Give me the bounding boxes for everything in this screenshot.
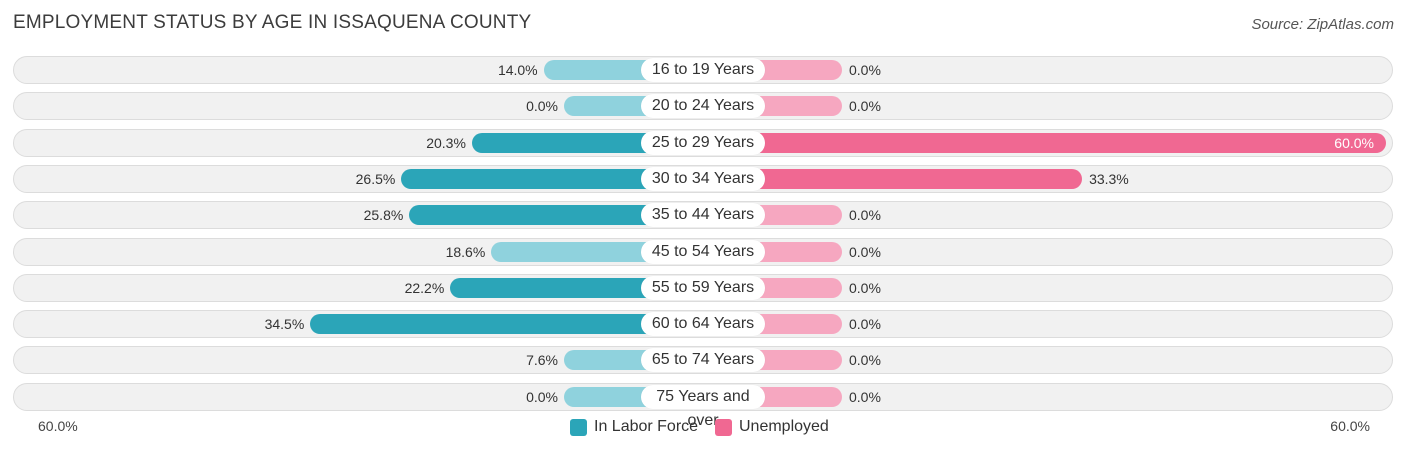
bar-unemployed[interactable] <box>703 133 1386 153</box>
bar-labor-force[interactable] <box>310 314 703 334</box>
bar-labor-force[interactable] <box>450 278 703 298</box>
value-label-labor-force: 26.5% <box>355 171 396 187</box>
legend-swatch-unemployed <box>715 418 732 436</box>
category-label: 35 to 44 Years <box>641 203 765 227</box>
value-label-unemployed: 0.0% <box>849 352 881 368</box>
legend-label-labor-force: In Labor Force <box>594 418 699 435</box>
value-label-unemployed: 0.0% <box>849 207 881 223</box>
bar-labor-force[interactable] <box>409 205 703 225</box>
value-label-unemployed: 0.0% <box>849 389 881 405</box>
category-label: 25 to 29 Years <box>641 131 765 155</box>
value-label-unemployed: 60.0% <box>1334 135 1374 151</box>
value-label-labor-force: 18.6% <box>445 244 486 260</box>
legend-label-unemployed: Unemployed <box>739 418 829 435</box>
value-label-labor-force: 7.6% <box>526 352 558 368</box>
chart-title: EMPLOYMENT STATUS BY AGE IN ISSAQUENA CO… <box>13 12 532 33</box>
value-label-labor-force: 34.5% <box>264 316 305 332</box>
value-label-unemployed: 33.3% <box>1089 171 1129 187</box>
value-label-unemployed: 0.0% <box>849 316 881 332</box>
category-label: 30 to 34 Years <box>641 167 765 191</box>
axis-right-label: 60.0% <box>1330 418 1370 434</box>
category-label: 20 to 24 Years <box>641 94 765 118</box>
category-label: 65 to 74 Years <box>641 348 765 372</box>
value-label-labor-force: 0.0% <box>526 389 558 405</box>
value-label-unemployed: 0.0% <box>849 62 881 78</box>
legend: In Labor Force Unemployed <box>0 416 1406 438</box>
legend-item-labor-force[interactable]: In Labor Force <box>570 416 698 438</box>
category-label: 55 to 59 Years <box>641 276 765 300</box>
category-label: 16 to 19 Years <box>641 58 765 82</box>
category-label: 60 to 64 Years <box>641 312 765 336</box>
bar-labor-force[interactable] <box>401 169 703 189</box>
axis-left-label: 60.0% <box>38 418 78 434</box>
value-label-labor-force: 22.2% <box>404 280 445 296</box>
category-label: 45 to 54 Years <box>641 240 765 264</box>
bar-unemployed[interactable] <box>703 169 1083 189</box>
value-label-unemployed: 0.0% <box>849 244 881 260</box>
value-label-labor-force: 20.3% <box>426 135 466 151</box>
category-label: 75 Years and over <box>641 385 765 429</box>
value-label-labor-force: 25.8% <box>363 207 404 223</box>
legend-item-unemployed[interactable]: Unemployed <box>715 416 829 438</box>
chart-source: Source: ZipAtlas.com <box>1251 16 1394 33</box>
legend-swatch-labor-force <box>570 418 587 436</box>
value-label-unemployed: 0.0% <box>849 98 881 114</box>
value-label-unemployed: 0.0% <box>849 280 881 296</box>
value-label-labor-force: 14.0% <box>497 62 538 78</box>
value-label-labor-force: 0.0% <box>526 98 558 114</box>
